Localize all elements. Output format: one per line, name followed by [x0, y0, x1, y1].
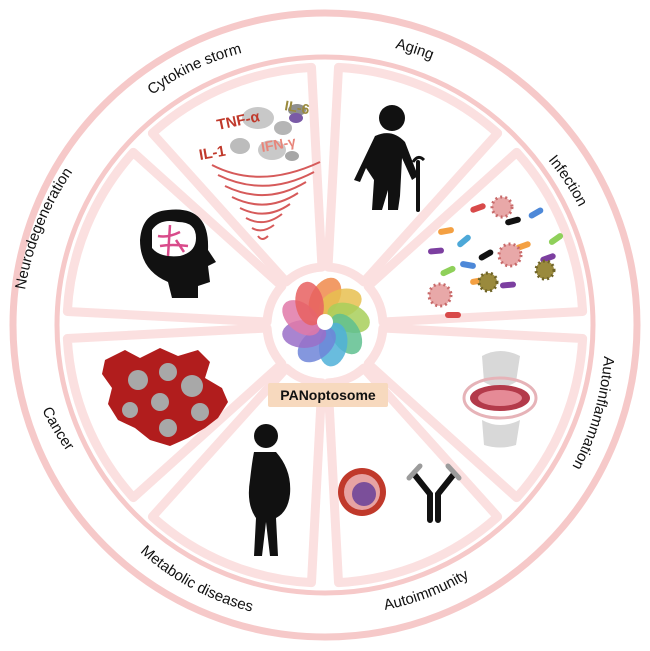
panoptosome-label-box: [268, 383, 388, 407]
obese-person-icon: [248, 424, 291, 556]
flower-petal: [295, 281, 324, 326]
antibody-icon: [406, 463, 462, 523]
segment-wedge: [147, 363, 327, 588]
brain-head-icon: [140, 209, 216, 298]
cytokine-ifn-gamma: IFN-γ: [260, 133, 297, 155]
cytokine-il1: IL-1: [198, 143, 227, 164]
outer-ring: [9, 9, 641, 641]
elderly-person-icon: [354, 105, 426, 212]
segment-wedge: [363, 323, 588, 503]
cytokine-il6: IL-6: [283, 97, 311, 117]
inflamed-joint-icon: [462, 351, 538, 448]
segment-wedge: [147, 62, 327, 287]
segment-wedge: [323, 62, 503, 287]
inner-ring: [54, 54, 596, 596]
segment-wedge: [323, 363, 503, 588]
tumor-cells-icon: [102, 348, 228, 446]
pathogens-icon: [427, 195, 564, 318]
segment-wedge: [363, 147, 588, 327]
cytokine-tnf-alpha: TNF-α: [215, 108, 262, 134]
panoptosome-flower-icon: [282, 277, 370, 367]
tornado-icon: [211, 104, 321, 240]
segment-wedges: [62, 62, 588, 588]
segment-wedge: [62, 147, 287, 327]
label-aging: Aging: [394, 35, 436, 63]
immune-cell-icon: [338, 468, 386, 516]
panoptosome-label: PANoptosome: [280, 387, 376, 403]
segment-wedge: [62, 323, 287, 503]
flower-center: [317, 314, 333, 330]
